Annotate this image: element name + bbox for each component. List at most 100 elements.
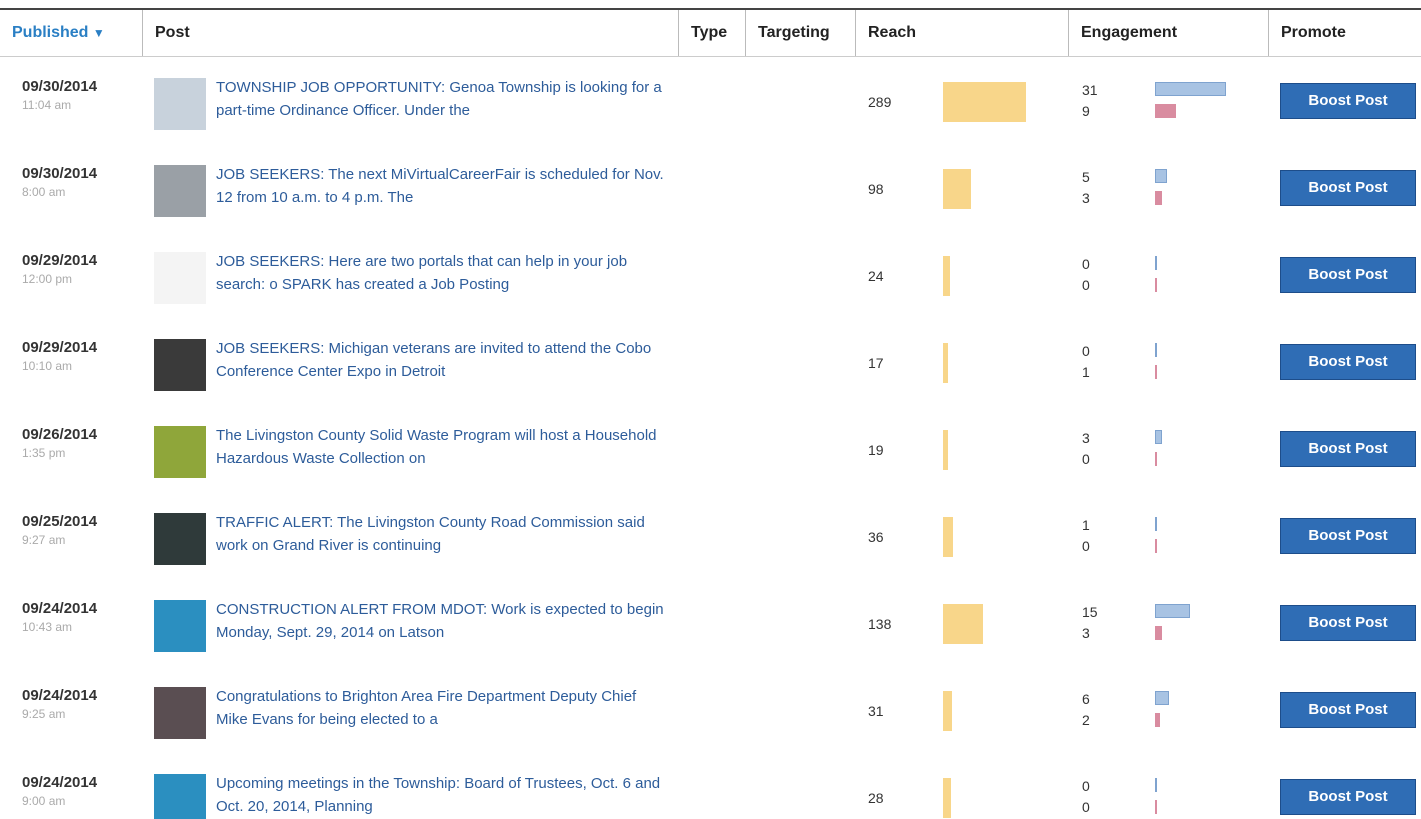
boost-button[interactable]: Boost Post: [1280, 605, 1416, 641]
post-time: 10:43 am: [22, 620, 73, 634]
boost-button[interactable]: Boost Post: [1280, 692, 1416, 728]
post-row: 09/24/2014 10:43 am CONSTRUCTION ALERT FRO…: [0, 578, 1421, 665]
post-time: 12:00 pm: [22, 272, 73, 286]
engagement-value: 6: [1082, 691, 1090, 707]
engagement-bar: [1155, 626, 1162, 640]
engagement-value: 9: [1082, 103, 1090, 119]
engagement-bar: [1155, 539, 1157, 553]
boost-button[interactable]: Boost Post: [1280, 518, 1416, 554]
post-link[interactable]: The Livingston County Solid Waste Progra…: [216, 427, 657, 467]
post-thumbnail: [154, 165, 206, 217]
post-row: 09/26/2014 1:35 pm The Livingston County S…: [0, 404, 1421, 491]
header-label: Post: [142, 10, 678, 56]
engagement-bar: [1155, 278, 1157, 292]
engagement-value: 0: [1082, 343, 1090, 359]
post-link[interactable]: Upcoming meetings in the Township: Board…: [216, 775, 661, 815]
engagement-bar: [1155, 191, 1162, 205]
post-link[interactable]: TRAFFIC ALERT: The Livingston County Roa…: [216, 514, 645, 554]
reach-value: 28: [868, 790, 884, 806]
post-row: 09/24/2014 9:00 am Upcoming meetings in th…: [0, 752, 1421, 819]
post-thumbnail: [154, 252, 206, 304]
post-date: 09/29/2014: [22, 339, 98, 356]
reach-bar: [943, 82, 1026, 122]
engagement-bar: [1155, 82, 1227, 96]
post-link[interactable]: JOB SEEKERS: Here are two portals that c…: [216, 253, 628, 293]
engagement-bar: [1155, 343, 1157, 357]
reach-value: 289: [868, 94, 892, 110]
engagement-value: 0: [1082, 799, 1090, 815]
engagement-value: 3: [1082, 430, 1090, 446]
post-date: 09/24/2014: [22, 600, 98, 617]
engagement-value: 31: [1082, 82, 1098, 98]
engagement-value: 0: [1082, 538, 1090, 554]
engagement-bar: [1155, 778, 1157, 792]
post-thumbnail: [154, 426, 206, 478]
post-link[interactable]: CONSTRUCTION ALERT FROM MDOT: Work is ex…: [216, 601, 664, 641]
post-row: 09/30/2014 8:00 am JOB SEEKERS: The next M…: [0, 143, 1421, 230]
sort-header[interactable]: Published ▼: [12, 24, 105, 41]
engagement-bar: [1155, 713, 1160, 727]
engagement-bar: [1155, 800, 1157, 814]
reach-value: 19: [868, 442, 884, 458]
engagement-value: 3: [1082, 190, 1090, 206]
post-date: 09/30/2014: [22, 78, 98, 95]
header-label: Engagement: [1068, 10, 1268, 56]
post-row: 09/30/2014 11:04 am TOWNSHIP JOB OPPORTUNI…: [0, 56, 1421, 143]
reach-value: 24: [868, 268, 884, 284]
post-row: 09/25/2014 9:27 am TRAFFIC ALERT: The Livi…: [0, 491, 1421, 578]
reach-bar: [943, 517, 954, 557]
post-link[interactable]: Congratulations to Brighton Area Fire De…: [216, 688, 637, 728]
post-date: 09/24/2014: [22, 687, 98, 704]
boost-button[interactable]: Boost Post: [1280, 257, 1416, 293]
engagement-bar: [1155, 604, 1190, 618]
post-link[interactable]: JOB SEEKERS: The next MiVirtualCareerFai…: [216, 166, 664, 206]
post-time: 9:00 am: [22, 794, 66, 808]
engagement-value: 1: [1082, 517, 1090, 533]
post-row: 09/24/2014 9:25 am Congratulations to Brig…: [0, 665, 1421, 752]
post-time: 9:25 am: [22, 707, 66, 721]
post-thumbnail: [154, 513, 206, 565]
post-link[interactable]: JOB SEEKERS: Michigan veterans are invit…: [216, 340, 652, 380]
post-thumbnail: [154, 339, 206, 391]
post-thumbnail: [154, 774, 206, 819]
engagement-value: 0: [1082, 451, 1090, 467]
boost-button[interactable]: Boost Post: [1280, 431, 1416, 467]
engagement-value: 0: [1082, 277, 1090, 293]
reach-bar: [943, 778, 952, 818]
reach-bar: [943, 256, 950, 296]
engagement-value: 3: [1082, 625, 1090, 641]
header-label: Reach: [855, 10, 1068, 56]
post-list: 09/30/2014 11:04 am TOWNSHIP JOB OPPORTUNI…: [0, 56, 1421, 819]
post-thumbnail: [154, 687, 206, 739]
engagement-bar: [1155, 430, 1162, 444]
header-label: Published: [12, 24, 89, 41]
post-time: 11:04 am: [22, 98, 72, 112]
post-time: 10:10 am: [22, 359, 73, 373]
engagement-bar: [1155, 256, 1157, 270]
boost-button[interactable]: Boost Post: [1280, 779, 1416, 815]
post-row: 09/29/2014 10:10 am JOB SEEKERS: Michigan …: [0, 317, 1421, 404]
reach-bar: [943, 430, 949, 470]
boost-button[interactable]: Boost Post: [1280, 344, 1416, 380]
reach-bar: [943, 691, 952, 731]
engagement-bar: [1155, 691, 1169, 705]
engagement-bar: [1155, 452, 1157, 466]
boost-button[interactable]: Boost Post: [1280, 170, 1416, 206]
header-label: Type: [678, 10, 745, 56]
engagement-value: 1: [1082, 364, 1090, 380]
boost-button[interactable]: Boost Post: [1280, 83, 1416, 119]
engagement-value: 0: [1082, 256, 1090, 272]
post-date: 09/26/2014: [22, 426, 98, 443]
reach-bar: [943, 343, 948, 383]
engagement-bar: [1155, 169, 1167, 183]
post-link[interactable]: TOWNSHIP JOB OPPORTUNITY: Genoa Township…: [216, 79, 662, 119]
post-date: 09/24/2014: [22, 774, 98, 791]
engagement-value: 0: [1082, 778, 1090, 794]
reach-value: 31: [868, 703, 884, 719]
engagement-bar: [1155, 517, 1158, 531]
post-date: 09/25/2014: [22, 513, 98, 530]
post-row: 09/29/2014 12:00 pm JOB SEEKERS: Here are …: [0, 230, 1421, 317]
reach-value: 17: [868, 355, 884, 371]
post-time: 8:00 am: [22, 185, 66, 199]
post-time: 9:27 am: [22, 533, 66, 547]
